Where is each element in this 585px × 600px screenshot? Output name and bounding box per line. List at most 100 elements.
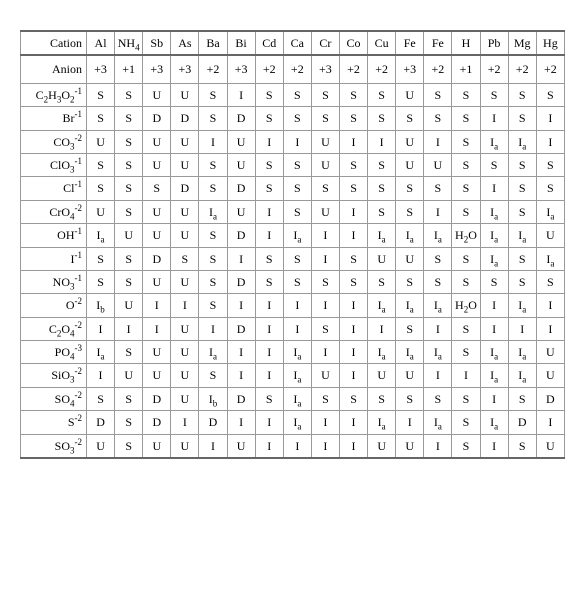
- value-cell-6-8: I: [311, 224, 339, 247]
- value-cell-12-15: Ia: [508, 364, 536, 387]
- cation-charge-0: +3: [87, 55, 115, 83]
- value-cell-2-12: I: [424, 130, 452, 153]
- value-cell-2-7: I: [283, 130, 311, 153]
- anion-cell-1: Br-1: [21, 107, 87, 130]
- anion-label-cell: Anion: [21, 55, 87, 83]
- value-cell-10-4: I: [199, 317, 227, 340]
- value-cell-14-11: I: [396, 411, 424, 434]
- value-cell-6-4: S: [199, 224, 227, 247]
- value-cell-1-1: S: [115, 107, 143, 130]
- value-cell-15-15: S: [508, 434, 536, 458]
- cation-charge-7: +2: [283, 55, 311, 83]
- value-cell-14-9: I: [339, 411, 367, 434]
- value-cell-7-1: S: [115, 247, 143, 270]
- value-cell-9-4: S: [199, 294, 227, 317]
- value-cell-11-11: Ia: [396, 341, 424, 364]
- value-cell-12-4: S: [199, 364, 227, 387]
- value-cell-0-11: U: [396, 83, 424, 106]
- value-cell-1-2: D: [143, 107, 171, 130]
- value-cell-9-10: Ia: [368, 294, 396, 317]
- value-cell-1-4: S: [199, 107, 227, 130]
- value-cell-9-7: I: [283, 294, 311, 317]
- value-cell-14-5: I: [227, 411, 255, 434]
- value-cell-6-0: Ia: [87, 224, 115, 247]
- solubility-table: CationAlNH4SbAsBaBiCdCaCrCoCuFeFeHPbMgHg…: [20, 30, 565, 459]
- value-cell-6-16: U: [536, 224, 564, 247]
- value-cell-13-2: D: [143, 387, 171, 410]
- value-cell-13-7: Ia: [283, 387, 311, 410]
- value-cell-2-0: U: [87, 130, 115, 153]
- table-row: SO4-2SSDUIbDSIaSSSSSSISD: [21, 387, 565, 410]
- value-cell-15-9: I: [339, 434, 367, 458]
- value-cell-14-13: S: [452, 411, 480, 434]
- anion-cell-15: SO3-2: [21, 434, 87, 458]
- value-cell-3-3: U: [171, 153, 199, 176]
- value-cell-15-0: U: [87, 434, 115, 458]
- value-cell-6-13: H2O: [452, 224, 480, 247]
- value-cell-9-13: H2O: [452, 294, 480, 317]
- value-cell-2-13: S: [452, 130, 480, 153]
- value-cell-9-16: I: [536, 294, 564, 317]
- value-cell-9-15: Ia: [508, 294, 536, 317]
- value-cell-3-2: U: [143, 153, 171, 176]
- value-cell-10-9: I: [339, 317, 367, 340]
- value-cell-4-13: S: [452, 177, 480, 200]
- value-cell-13-4: Ib: [199, 387, 227, 410]
- value-cell-7-12: S: [424, 247, 452, 270]
- value-cell-13-6: S: [255, 387, 283, 410]
- value-cell-4-10: S: [368, 177, 396, 200]
- value-cell-0-10: S: [368, 83, 396, 106]
- cation-charge-9: +2: [339, 55, 367, 83]
- value-cell-1-14: I: [480, 107, 508, 130]
- value-cell-2-3: U: [171, 130, 199, 153]
- value-cell-2-10: I: [368, 130, 396, 153]
- value-cell-14-0: D: [87, 411, 115, 434]
- value-cell-14-6: I: [255, 411, 283, 434]
- cation-name-3: As: [171, 31, 199, 55]
- value-cell-8-9: S: [339, 270, 367, 293]
- value-cell-4-15: S: [508, 177, 536, 200]
- value-cell-3-10: S: [368, 153, 396, 176]
- anion-cell-11: PO4-3: [21, 341, 87, 364]
- value-cell-7-10: U: [368, 247, 396, 270]
- value-cell-3-7: S: [283, 153, 311, 176]
- value-cell-12-14: Ia: [480, 364, 508, 387]
- value-cell-5-9: I: [339, 200, 367, 223]
- anion-cell-0: C2H3O2-1: [21, 83, 87, 106]
- table-row: OH-1IaUUUSDIIaIIIaIaIaH2OIaIaU: [21, 224, 565, 247]
- cation-charge-1: +1: [115, 55, 143, 83]
- table-row: O-2IbUIISIIIIIIaIaIaH2OIIaI: [21, 294, 565, 317]
- value-cell-13-5: D: [227, 387, 255, 410]
- table-row: CO3-2USUUIUIIUIIUISIaIaI: [21, 130, 565, 153]
- anion-cell-9: O-2: [21, 294, 87, 317]
- value-cell-4-14: I: [480, 177, 508, 200]
- value-cell-7-3: S: [171, 247, 199, 270]
- value-cell-11-4: Ia: [199, 341, 227, 364]
- value-cell-13-15: S: [508, 387, 536, 410]
- value-cell-3-14: S: [480, 153, 508, 176]
- value-cell-1-13: S: [452, 107, 480, 130]
- value-cell-15-10: U: [368, 434, 396, 458]
- value-cell-3-16: S: [536, 153, 564, 176]
- value-cell-5-0: U: [87, 200, 115, 223]
- value-cell-12-16: U: [536, 364, 564, 387]
- value-cell-14-7: Ia: [283, 411, 311, 434]
- value-cell-3-8: U: [311, 153, 339, 176]
- value-cell-11-3: U: [171, 341, 199, 364]
- table-row: SiO3-2IUUUSIIIaUIUUIIIaIaU: [21, 364, 565, 387]
- value-cell-8-3: U: [171, 270, 199, 293]
- value-cell-1-10: S: [368, 107, 396, 130]
- value-cell-8-16: S: [536, 270, 564, 293]
- value-cell-12-0: I: [87, 364, 115, 387]
- value-cell-1-3: D: [171, 107, 199, 130]
- cation-charge-2: +3: [143, 55, 171, 83]
- value-cell-3-15: S: [508, 153, 536, 176]
- value-cell-7-11: U: [396, 247, 424, 270]
- cation-name-11: Fe: [396, 31, 424, 55]
- value-cell-7-4: S: [199, 247, 227, 270]
- value-cell-12-1: U: [115, 364, 143, 387]
- value-cell-3-13: S: [452, 153, 480, 176]
- value-cell-3-5: U: [227, 153, 255, 176]
- anion-cell-4: Cl-1: [21, 177, 87, 200]
- anion-cell-13: SO4-2: [21, 387, 87, 410]
